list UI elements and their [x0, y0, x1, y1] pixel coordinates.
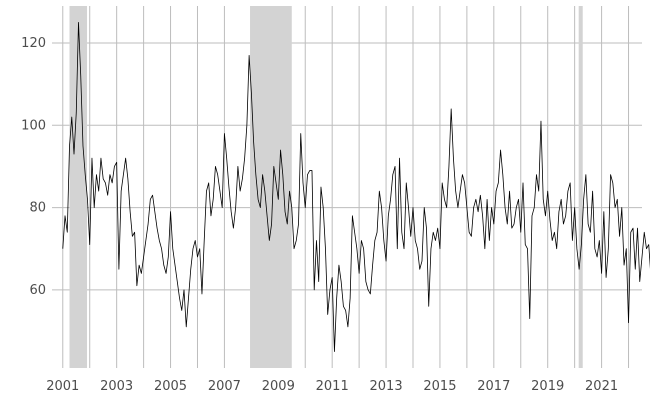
y-tick-label: 80 — [29, 201, 46, 216]
y-tick-label: 60 — [29, 283, 46, 298]
shaded-periods — [69, 6, 583, 368]
x-tick-label: 2005 — [154, 379, 187, 394]
shaded-period-2 — [250, 6, 292, 368]
y-tick-label: 100 — [21, 118, 46, 133]
series-line-1 — [62, 22, 650, 352]
x-tick-label: 2003 — [100, 379, 133, 394]
x-tick-label: 2011 — [316, 379, 349, 394]
x-tick-label: 2019 — [531, 379, 564, 394]
x-tick-label: 2017 — [477, 379, 510, 394]
gridlines — [52, 6, 642, 368]
y-axis-tick-labels: 60 80 100 120 — [21, 36, 46, 298]
x-tick-label: 2009 — [262, 379, 295, 394]
shaded-period-3 — [578, 6, 583, 368]
x-tick-label: 2021 — [585, 379, 618, 394]
x-tick-label: 2015 — [423, 379, 456, 394]
shaded-period-1 — [69, 6, 88, 368]
x-axis-tick-labels: 2001 2003 2005 2007 2009 2011 2013 2015 2017 2019… — [46, 379, 618, 394]
x-tick-label: 2013 — [370, 379, 403, 394]
series-layer — [62, 22, 650, 352]
x-tick-label: 2007 — [208, 379, 241, 394]
x-tick-label: 2001 — [46, 379, 79, 394]
y-tick-label: 120 — [21, 36, 46, 51]
